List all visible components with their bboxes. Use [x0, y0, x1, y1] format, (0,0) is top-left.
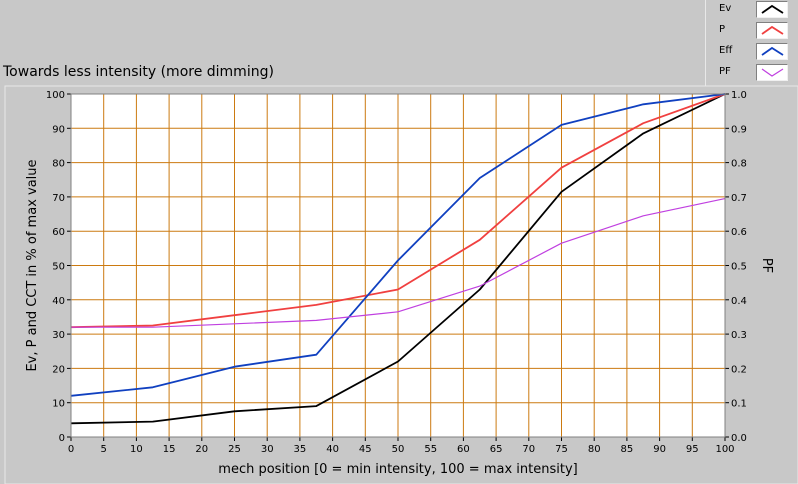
y-tick-label: 70	[52, 193, 65, 204]
y-axis-label: Ev, P and CCT in % of max value	[25, 159, 40, 371]
x-tick-label: 60	[457, 444, 470, 455]
legend-item-p: P	[706, 21, 798, 41]
y-tick-label: 0	[59, 433, 65, 444]
x-tick-label: 50	[392, 444, 405, 455]
legend-label-ev: Ev	[719, 3, 732, 14]
x-tick-label: 25	[228, 444, 241, 455]
legend-swatch-eff	[756, 43, 788, 60]
legend-swatch-pf	[756, 64, 788, 81]
x-axis-label: mech position [0 = min intensity, 100 = …	[218, 462, 577, 477]
y-tick-label: 10	[52, 399, 65, 410]
x-tick-label: 90	[653, 444, 666, 455]
x-ticks: 0 5 10 15 20 25 30 35 40 45 50 55 60 65 70 75 80 85 90 95 10…	[68, 437, 735, 455]
legend-swatch-p	[756, 22, 788, 39]
legend-label-p: P	[719, 24, 726, 35]
legend-label-pf: PF	[719, 66, 731, 77]
y2-tick-label: 0.7	[731, 193, 747, 204]
y-tick-label: 30	[52, 330, 65, 341]
x-tick-label: 15	[163, 444, 176, 455]
x-tick-label: 10	[130, 444, 143, 455]
x-tick-label: 45	[359, 444, 372, 455]
legend: Ev P Eff PF	[705, 0, 798, 86]
x-tick-label: 80	[588, 444, 601, 455]
x-tick-label: 0	[68, 444, 74, 455]
y-tick-label: 40	[52, 296, 65, 307]
y2-ticks: 0.0 0.1 0.2 0.3 0.4 0.5 0.6 0.7 0.8 0.9 1.0	[725, 90, 747, 444]
x-tick-label: 20	[195, 444, 208, 455]
x-tick-label: 35	[294, 444, 307, 455]
series-lines	[70, 93, 726, 425]
y-tick-label: 100	[46, 90, 65, 101]
series-line-ev	[70, 93, 726, 425]
legend-label-eff: Eff	[719, 45, 733, 56]
y2-tick-label: 0.6	[731, 227, 747, 238]
legend-item-eff: Eff	[706, 42, 798, 62]
y2-tick-label: 0.4	[731, 296, 747, 307]
y2-tick-label: 0.1	[731, 399, 747, 410]
x-tick-label: 85	[621, 444, 634, 455]
x-tick-label: 100	[715, 444, 734, 455]
x-tick-label: 5	[101, 444, 107, 455]
y2-tick-label: 0.5	[731, 262, 747, 273]
x-tick-label: 70	[522, 444, 535, 455]
plot-border	[70, 93, 726, 438]
y-tick-label: 60	[52, 227, 65, 238]
y2-tick-label: 0.2	[731, 364, 747, 375]
series-line-pf	[71, 198, 726, 328]
y2-tick-label: 0.0	[731, 433, 747, 444]
legend-item-pf: PF	[706, 63, 798, 83]
y2-tick-label: 0.3	[731, 330, 747, 341]
y-tick-label: 50	[52, 262, 65, 273]
y2-tick-label: 0.9	[731, 124, 747, 135]
series-line-eff	[70, 93, 726, 397]
x-tick-label: 65	[490, 444, 503, 455]
y-tick-label: 80	[52, 159, 65, 170]
y-ticks: 0 10 20 30 40 50 60 70 80 90 100	[46, 90, 71, 444]
y-tick-label: 90	[52, 124, 65, 135]
x-tick-label: 30	[261, 444, 274, 455]
y-tick-label: 20	[52, 364, 65, 375]
y2-axis-label: PF	[759, 258, 774, 273]
legend-item-ev: Ev	[706, 0, 798, 20]
x-tick-label: 55	[424, 444, 437, 455]
series-line-p	[70, 93, 726, 329]
legend-swatch-ev	[756, 1, 788, 18]
x-tick-label: 40	[326, 444, 339, 455]
y2-tick-label: 1.0	[731, 90, 747, 101]
chart-title: Towards less intensity (more dimming)	[3, 64, 274, 80]
y2-tick-label: 0.8	[731, 159, 747, 170]
x-tick-label: 95	[686, 444, 699, 455]
x-tick-label: 75	[555, 444, 568, 455]
